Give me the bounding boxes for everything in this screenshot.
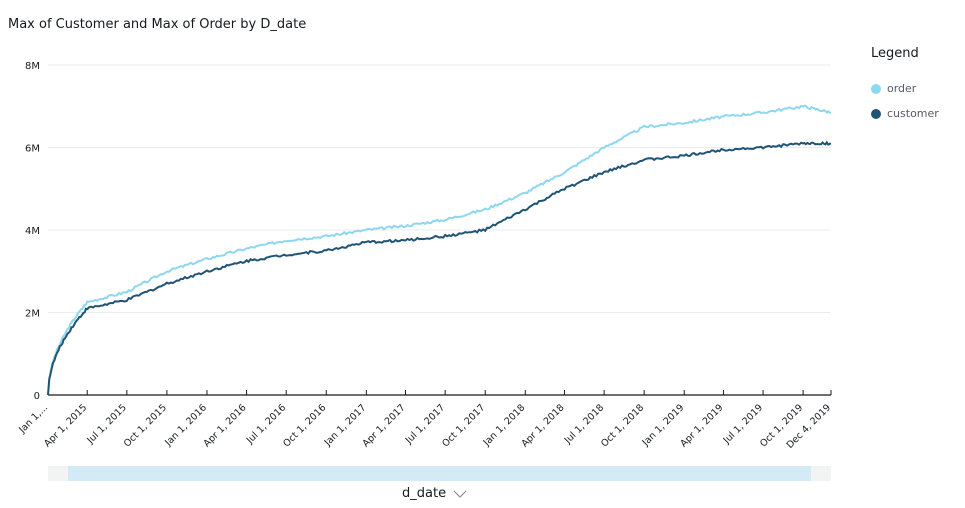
x-tick-label: Oct 1, 2017 <box>440 402 487 449</box>
series-line-customer <box>47 140 832 396</box>
series-line-order <box>47 104 832 396</box>
x-tick-label: Oct 1, 2015 <box>122 402 169 449</box>
chart-title: Max of Customer and Max of Order by D_da… <box>8 17 307 32</box>
legend-dot-icon <box>871 83 881 94</box>
y-tick-label: 4M <box>25 226 40 237</box>
x-axis-label: d_date <box>402 486 447 501</box>
legend-dot-icon <box>871 108 881 119</box>
y-tick-label: 8M <box>25 61 40 72</box>
legend-item-customer[interactable]: customer <box>871 107 939 120</box>
legend-label: customer <box>887 107 939 120</box>
legend-label: order <box>887 82 917 95</box>
y-tick-label: 6M <box>25 144 40 155</box>
y-tick-label: 2M <box>25 309 40 320</box>
x-tick-label: Oct 1, 2018 <box>599 402 646 449</box>
chevron-down-icon <box>453 490 467 498</box>
y-tick-label: 0 <box>34 391 40 402</box>
x-axis-title[interactable]: d_date <box>402 486 467 501</box>
legend-title: Legend <box>871 46 919 61</box>
x-tick-label: Jan 1,... <box>16 402 50 436</box>
x-tick-label: Apr 1, 2016 <box>202 402 249 449</box>
legend-item-order[interactable]: order <box>871 82 916 95</box>
scrollbar-thumb[interactable] <box>68 466 811 481</box>
range-scrollbar[interactable] <box>48 466 831 481</box>
x-tick-label: Oct 1, 2016 <box>281 402 328 449</box>
